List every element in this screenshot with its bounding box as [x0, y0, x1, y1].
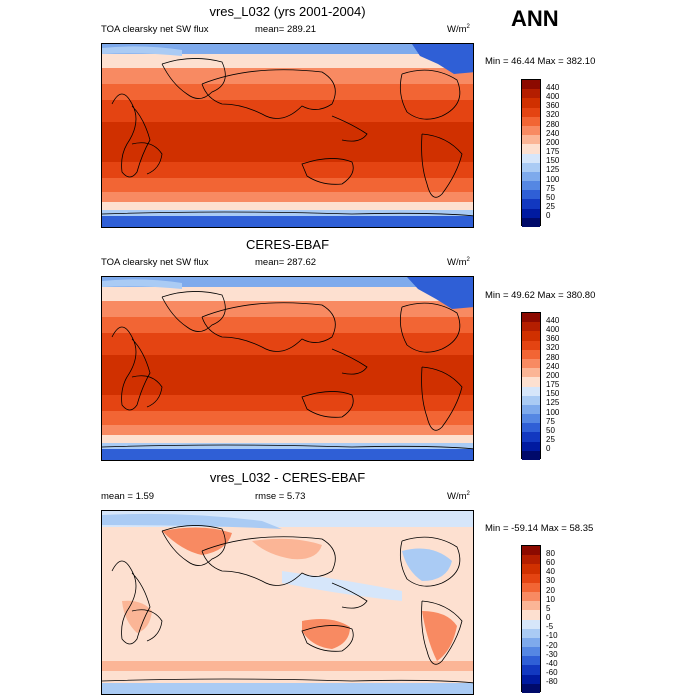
colorbar-tick: 360: [546, 101, 560, 110]
colorbar-tick: 150: [546, 389, 560, 398]
variable-label: TOA clearsky net SW flux: [101, 24, 209, 35]
colorbar-tick: 440: [546, 83, 560, 92]
colorbar-tick: 30: [546, 576, 555, 585]
colorbar-tick: 240: [546, 129, 560, 138]
colorbar-tick: 440: [546, 316, 560, 325]
colorbar-tick: 20: [546, 586, 555, 595]
colorbar-tick: 60: [546, 558, 555, 567]
season-label: ANN: [511, 6, 559, 31]
min-max-label: Min = 46.44 Max = 382.10: [485, 56, 596, 67]
colorbar-tick: 25: [546, 202, 555, 211]
colorbar-tick: 75: [546, 417, 555, 426]
colorbar-tick: 150: [546, 156, 560, 165]
colorbar-tick: -20: [546, 641, 558, 650]
mean-label: mean = 1.59: [101, 491, 155, 502]
units-label: W/m2: [447, 491, 470, 503]
colorbar-tick: 200: [546, 138, 560, 147]
colorbar-tick: 25: [546, 435, 555, 444]
map-model: [101, 43, 474, 228]
colorbar-tick: 175: [546, 147, 560, 156]
colorbar-tick: 400: [546, 325, 560, 334]
colorbar-tick: 320: [546, 343, 560, 352]
colorbar-tick: 125: [546, 398, 560, 407]
colorbar-difference: [521, 545, 541, 693]
colorbar-tick: 100: [546, 408, 560, 417]
colorbar-tick: 320: [546, 110, 560, 119]
colorbar-tick: -30: [546, 650, 558, 659]
colorbar-tick: 0: [546, 444, 551, 453]
colorbar-tick: 0: [546, 211, 551, 220]
colorbar-tick: -40: [546, 659, 558, 668]
colorbar-tick: 400: [546, 92, 560, 101]
colorbar-observations: [521, 312, 541, 460]
colorbar-tick: 100: [546, 175, 560, 184]
colorbar-tick: 360: [546, 334, 560, 343]
panel-title: CERES-EBAF: [245, 237, 330, 252]
colorbar-tick: 40: [546, 567, 555, 576]
colorbar-tick: -5: [546, 622, 554, 631]
panel-title: vres_L032 (yrs 2001-2004): [209, 4, 366, 19]
min-max-label: Min = 49.62 Max = 380.80: [485, 290, 596, 301]
min-max-label: Min = -59.14 Max = 58.35: [485, 523, 594, 534]
colorbar-tick: 50: [546, 193, 555, 202]
colorbar-tick: 125: [546, 165, 560, 174]
variable-label: TOA clearsky net SW flux: [101, 257, 209, 268]
rmse-label: rmse = 5.73: [255, 491, 306, 502]
colorbar-tick: 5: [546, 604, 551, 613]
colorbar-tick: 0: [546, 613, 551, 622]
colorbar-tick: 280: [546, 353, 560, 362]
colorbar-tick: 80: [546, 549, 555, 558]
map-difference: [101, 510, 474, 695]
mean-label: mean= 289.21: [255, 24, 317, 35]
colorbar-tick: 10: [546, 595, 555, 604]
colorbar-model: [521, 79, 541, 227]
colorbar-tick: -80: [546, 677, 558, 686]
units-label: W/m2: [447, 24, 470, 36]
units-label: W/m2: [447, 257, 470, 269]
colorbar-tick: 75: [546, 184, 555, 193]
map-observations: [101, 276, 474, 461]
colorbar-tick: 175: [546, 380, 560, 389]
mean-label: mean= 287.62: [255, 257, 317, 268]
panel-title: vres_L032 - CERES-EBAF: [209, 470, 366, 485]
colorbar-tick: 280: [546, 120, 560, 129]
colorbar-tick: -10: [546, 631, 558, 640]
colorbar-tick: 50: [546, 426, 555, 435]
colorbar-tick: -60: [546, 668, 558, 677]
colorbar-tick: 240: [546, 362, 560, 371]
colorbar-tick: 200: [546, 371, 560, 380]
